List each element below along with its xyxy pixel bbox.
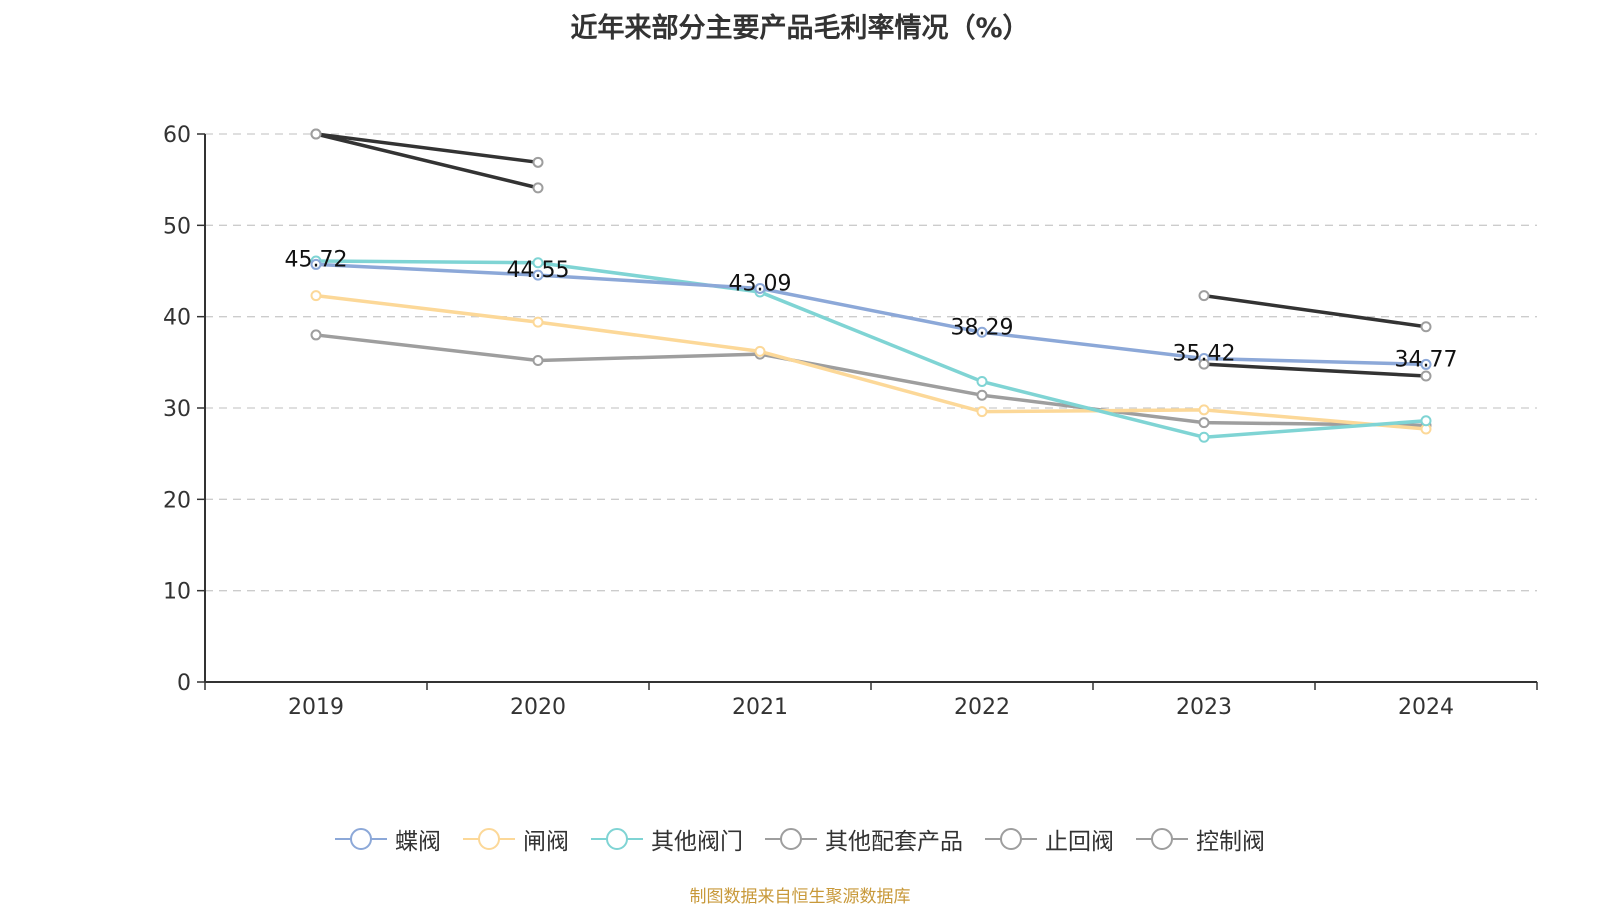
data-point (1420, 415, 1432, 427)
series-line-其他配套产品 (315, 333, 1427, 428)
legend-line-circle-icon (591, 828, 643, 850)
data-point (532, 182, 544, 194)
y-tick-label: 40 (163, 306, 191, 331)
legend-line-circle-icon (985, 828, 1037, 850)
legend-label: 其他配套产品 (825, 829, 963, 855)
legend-item[interactable]: 控制阀 (1136, 822, 1265, 856)
legend-line-circle-icon (1136, 828, 1188, 850)
data-point (1198, 417, 1210, 429)
data-source-note: 制图数据来自恒生聚源数据库 (689, 887, 911, 907)
data-point (1420, 358, 1432, 370)
data-point (1420, 321, 1432, 333)
legend-item[interactable]: 闸阀 (463, 822, 569, 856)
legend-item[interactable]: 止回阀 (985, 822, 1114, 856)
data-label: 45.72 (285, 247, 348, 272)
data-point (1198, 404, 1210, 416)
y-tick-label: 0 (177, 671, 191, 696)
data-point (532, 316, 544, 328)
y-tick-label: 10 (163, 580, 191, 605)
data-point (976, 326, 988, 338)
series-line-其他阀门 (315, 259, 1427, 439)
data-point (976, 389, 988, 401)
series-line-闸阀 (315, 293, 1427, 431)
data-point (1198, 290, 1210, 302)
data-label: 44.55 (507, 258, 570, 283)
data-point (532, 355, 544, 367)
legend-line-circle-icon (463, 828, 515, 850)
x-tick-label: 2019 (288, 695, 344, 720)
data-point (1420, 370, 1432, 382)
legend-label: 蝶阀 (395, 829, 441, 855)
data-point (310, 258, 322, 270)
legend-item[interactable]: 其他配套产品 (765, 822, 963, 856)
legend-label: 闸阀 (523, 829, 569, 855)
x-tick-label: 2022 (954, 695, 1010, 720)
data-label: 34.77 (1395, 347, 1458, 372)
data-point (310, 329, 322, 341)
data-point (976, 406, 988, 418)
legend-label: 止回阀 (1045, 829, 1114, 855)
data-label: 43.09 (729, 271, 792, 296)
series-line-控制阀 (1203, 362, 1427, 378)
data-point (754, 345, 766, 357)
series-line-蝶阀 (315, 262, 1427, 367)
y-tick-label: 20 (163, 488, 191, 513)
y-tick-label: 60 (163, 123, 191, 148)
data-point (532, 156, 544, 168)
legend-item[interactable]: 蝶阀 (335, 822, 441, 856)
y-tick-label: 50 (163, 214, 191, 239)
x-tick-label: 2024 (1398, 695, 1454, 720)
data-point (976, 376, 988, 388)
data-point (1198, 431, 1210, 443)
data-point (310, 128, 322, 140)
data-point (532, 257, 544, 269)
legend-line-circle-icon (765, 828, 817, 850)
series-line-控制阀 (315, 132, 539, 190)
legend-label: 其他阀门 (651, 829, 743, 855)
legend-label: 控制阀 (1196, 829, 1265, 855)
data-point (310, 290, 322, 302)
data-label: 38.29 (951, 315, 1014, 340)
x-tick-label: 2020 (510, 695, 566, 720)
series-line-止回阀 (1203, 293, 1427, 329)
series-line-止回阀 (315, 132, 539, 165)
data-point (532, 269, 544, 281)
data-label: 35.42 (1173, 341, 1236, 366)
chart-legend: 蝶阀 闸阀 其他阀门 其他配套产品 止回阀 控制阀 (0, 822, 1600, 856)
legend-item[interactable]: 其他阀门 (591, 822, 743, 856)
data-point (1198, 358, 1210, 370)
x-tick-label: 2023 (1176, 695, 1232, 720)
y-tick-label: 30 (163, 397, 191, 422)
chart-title: 近年来部分主要产品毛利率情况（%） (570, 13, 1030, 44)
x-tick-label: 2021 (732, 695, 788, 720)
legend-line-circle-icon (335, 828, 387, 850)
data-point (754, 282, 766, 294)
